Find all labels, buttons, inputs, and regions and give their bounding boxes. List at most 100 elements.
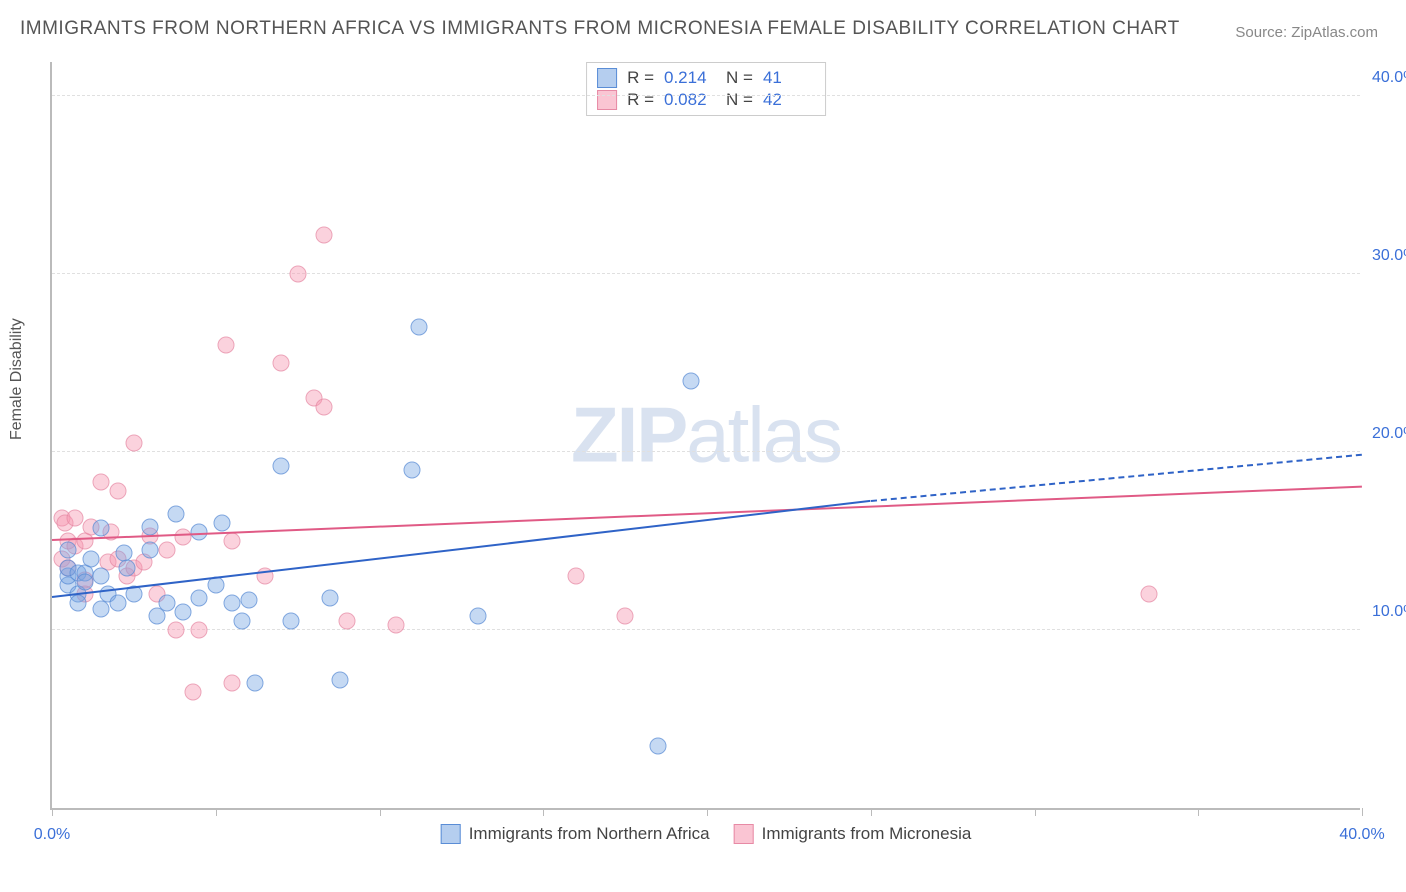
- x-tick: [216, 808, 217, 816]
- scatter-point-b: [617, 607, 634, 624]
- scatter-point-a: [119, 559, 136, 576]
- r-value-a: 0.214: [664, 68, 716, 88]
- scatter-point-b: [158, 541, 175, 558]
- trendline-a-dash: [871, 453, 1362, 501]
- scatter-point-b: [184, 684, 201, 701]
- r-label-a: R =: [627, 68, 654, 88]
- gridline: [52, 629, 1360, 630]
- scatter-point-a: [70, 595, 87, 612]
- scatter-point-a: [158, 595, 175, 612]
- scatter-point-a: [76, 573, 93, 590]
- y-tick-label: 40.0%: [1364, 69, 1406, 87]
- watermark-zip: ZIP: [571, 391, 686, 479]
- gridline: [52, 273, 1360, 274]
- scatter-point-a: [233, 613, 250, 630]
- n-value-b: 42: [763, 90, 815, 110]
- y-tick-label: 20.0%: [1364, 425, 1406, 443]
- x-tick: [52, 808, 53, 816]
- x-tick: [707, 808, 708, 816]
- x-tick: [380, 808, 381, 816]
- source-attribution: Source: ZipAtlas.com: [1235, 24, 1378, 41]
- scatter-point-a: [109, 595, 126, 612]
- x-tick: [1362, 808, 1363, 816]
- scatter-point-b: [224, 532, 241, 549]
- legend-stats-row-b: R = 0.082 N = 42: [597, 89, 815, 111]
- watermark: ZIPatlas: [571, 390, 841, 481]
- legend-stats-box: R = 0.214 N = 41 R = 0.082 N = 42: [586, 62, 826, 116]
- scatter-point-a: [283, 613, 300, 630]
- r-value-b: 0.082: [664, 90, 716, 110]
- x-tick: [543, 808, 544, 816]
- source-label: Source:: [1235, 24, 1287, 41]
- swatch-series-a-bottom: [441, 824, 461, 844]
- n-value-a: 41: [763, 68, 815, 88]
- swatch-series-b-bottom: [734, 824, 754, 844]
- x-tick: [1198, 808, 1199, 816]
- chart-plot-area: ZIPatlas R = 0.214 N = 41 R = 0.082 N = …: [50, 62, 1360, 810]
- legend-stats-row-a: R = 0.214 N = 41: [597, 67, 815, 89]
- x-tick-label: 0.0%: [34, 826, 70, 844]
- x-tick: [1035, 808, 1036, 816]
- gridline: [52, 95, 1360, 96]
- scatter-point-a: [168, 506, 185, 523]
- scatter-point-b: [315, 399, 332, 416]
- y-axis-label: Female Disability: [8, 318, 26, 440]
- scatter-point-a: [60, 541, 77, 558]
- scatter-point-b: [168, 621, 185, 638]
- scatter-point-b: [315, 226, 332, 243]
- bottom-legend-item-a: Immigrants from Northern Africa: [441, 824, 710, 844]
- scatter-point-b: [289, 265, 306, 282]
- scatter-point-a: [322, 589, 339, 606]
- scatter-point-b: [125, 434, 142, 451]
- scatter-point-a: [83, 550, 100, 567]
- scatter-point-b: [175, 529, 192, 546]
- watermark-atlas: atlas: [686, 391, 841, 479]
- scatter-point-a: [469, 607, 486, 624]
- series-b-label: Immigrants from Micronesia: [762, 824, 972, 844]
- scatter-point-a: [649, 737, 666, 754]
- scatter-point-b: [191, 621, 208, 638]
- swatch-series-a: [597, 68, 617, 88]
- scatter-point-b: [224, 675, 241, 692]
- n-label-b: N =: [726, 90, 753, 110]
- scatter-point-a: [240, 591, 257, 608]
- scatter-point-b: [387, 616, 404, 633]
- chart-title: IMMIGRANTS FROM NORTHERN AFRICA VS IMMIG…: [20, 18, 1180, 40]
- swatch-series-b: [597, 90, 617, 110]
- scatter-point-a: [93, 600, 110, 617]
- bottom-legend: Immigrants from Northern Africa Immigran…: [441, 824, 972, 844]
- scatter-point-b: [66, 509, 83, 526]
- scatter-point-a: [224, 595, 241, 612]
- scatter-point-a: [404, 461, 421, 478]
- scatter-point-b: [1141, 586, 1158, 603]
- trendline-b: [52, 485, 1362, 540]
- y-tick-label: 30.0%: [1364, 247, 1406, 265]
- source-site: ZipAtlas.com: [1291, 24, 1378, 41]
- scatter-point-a: [142, 518, 159, 535]
- scatter-point-a: [142, 541, 159, 558]
- scatter-point-b: [338, 613, 355, 630]
- scatter-point-a: [332, 671, 349, 688]
- y-tick-label: 10.0%: [1364, 603, 1406, 621]
- scatter-point-b: [568, 568, 585, 585]
- scatter-point-a: [191, 589, 208, 606]
- scatter-point-b: [93, 474, 110, 491]
- bottom-legend-item-b: Immigrants from Micronesia: [734, 824, 972, 844]
- scatter-point-b: [217, 336, 234, 353]
- scatter-point-a: [93, 520, 110, 537]
- scatter-point-a: [175, 604, 192, 621]
- gridline: [52, 451, 1360, 452]
- x-tick: [871, 808, 872, 816]
- r-label-b: R =: [627, 90, 654, 110]
- scatter-point-a: [214, 515, 231, 532]
- scatter-point-b: [109, 483, 126, 500]
- scatter-point-a: [93, 568, 110, 585]
- scatter-point-a: [410, 319, 427, 336]
- n-label-a: N =: [726, 68, 753, 88]
- series-a-label: Immigrants from Northern Africa: [469, 824, 710, 844]
- scatter-point-a: [682, 372, 699, 389]
- x-tick-label: 40.0%: [1339, 826, 1384, 844]
- scatter-point-a: [273, 458, 290, 475]
- scatter-point-a: [247, 675, 264, 692]
- scatter-point-b: [273, 354, 290, 371]
